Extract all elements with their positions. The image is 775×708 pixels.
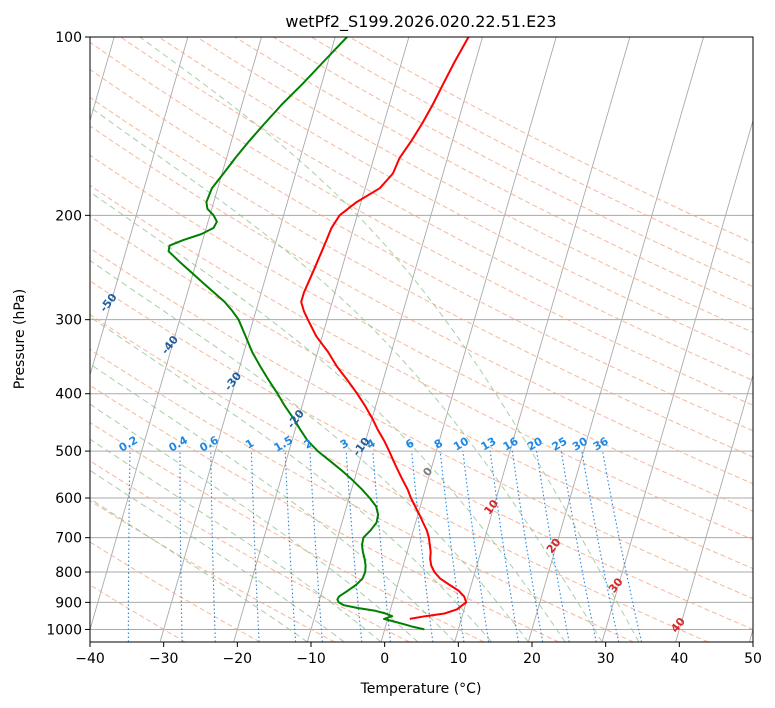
isotherm-line bbox=[601, 118, 753, 642]
mixing-ratio-label: 2 bbox=[302, 437, 315, 452]
y-tick-label: 1000 bbox=[46, 622, 82, 638]
dry-adiabat-line bbox=[90, 500, 335, 642]
y-tick-label: 800 bbox=[55, 565, 82, 581]
dry-adiabat-line bbox=[90, 384, 559, 642]
isotherm-line bbox=[675, 373, 753, 642]
line-labels: 0.10.20.40.611.52346810131620253036-100-… bbox=[37, 246, 688, 635]
mixing-ratio-line bbox=[210, 451, 216, 642]
x-tick-label: 50 bbox=[744, 651, 762, 667]
moist-adiabat-line bbox=[90, 191, 566, 642]
dry-adiabat-label: -50 bbox=[97, 291, 120, 315]
isotherm-line bbox=[527, 37, 704, 642]
mixing-ratio-line bbox=[439, 451, 465, 642]
mixing-ratio-line bbox=[560, 451, 597, 642]
plot-area bbox=[90, 37, 753, 642]
y-tick-label: 300 bbox=[55, 313, 82, 329]
dry-adiabat-line bbox=[90, 584, 186, 642]
dry-adiabat-label: -30 bbox=[222, 369, 245, 393]
x-tick-label: −30 bbox=[149, 651, 179, 667]
mixing-ratio-label: 3 bbox=[338, 437, 351, 452]
x-tick-label: 0 bbox=[380, 651, 389, 667]
dry-adiabat-line bbox=[90, 421, 485, 642]
mixing-ratio-line bbox=[601, 450, 643, 642]
mixing-ratio-line bbox=[309, 451, 323, 642]
sounding-lines bbox=[167, 37, 470, 631]
y-axis: 100 200 300 400 500 600 700 800 900 1000 bbox=[46, 30, 90, 638]
y-tick-label: 600 bbox=[55, 491, 82, 507]
moist-adiabat-line bbox=[90, 469, 345, 642]
dry-adiabat-line bbox=[90, 247, 753, 600]
isotherm-line bbox=[380, 37, 557, 642]
moist-adiabat-line bbox=[90, 259, 529, 642]
isotherm-line bbox=[90, 37, 262, 632]
dry-adiabat-line bbox=[90, 215, 753, 570]
mixing-ratio-line bbox=[489, 451, 520, 642]
moist-adiabat-line bbox=[90, 438, 382, 642]
dry-adiabat-line bbox=[90, 68, 753, 432]
dry-adiabat-label: -40 bbox=[159, 333, 182, 357]
mixing-ratio-line bbox=[179, 451, 183, 642]
mixing-ratio-line bbox=[372, 451, 392, 642]
moist-adiabat-line bbox=[90, 403, 419, 642]
mixing-ratio-line bbox=[462, 451, 490, 642]
y-tick-label: 400 bbox=[55, 387, 82, 403]
dry-adiabat-line bbox=[90, 184, 753, 541]
x-axis-label: Temperature (°C) bbox=[360, 681, 482, 697]
dry-adiabat-label: 0 bbox=[420, 464, 435, 478]
dry-adiabat-line bbox=[234, 37, 753, 310]
plot-frame bbox=[89, 36, 754, 643]
mixing-ratio-line bbox=[345, 451, 363, 642]
mixing-ratio-line bbox=[511, 451, 544, 642]
x-tick-label: 10 bbox=[449, 651, 467, 667]
y-tick-label: 700 bbox=[55, 531, 82, 547]
dry-adiabat-line bbox=[349, 37, 753, 244]
temperature-line bbox=[300, 37, 470, 620]
moist-adiabat-line bbox=[90, 498, 308, 642]
dry-adiabat-line bbox=[90, 96, 753, 458]
dry-adiabat-line bbox=[90, 348, 634, 642]
x-axis: −40 −30 −20 −10 0 10 20 30 40 50 bbox=[75, 642, 762, 667]
moist-adiabat-line bbox=[90, 363, 456, 642]
chart-title: wetPf2_S199.2026.020.22.51.E23 bbox=[285, 12, 556, 32]
dry-adiabat-line bbox=[90, 314, 709, 642]
dewpoint-line bbox=[167, 37, 425, 631]
dry-adiabat-line bbox=[310, 37, 753, 265]
x-tick-label: 40 bbox=[670, 651, 688, 667]
dry-adiabat-line bbox=[90, 541, 261, 642]
y-tick-label: 500 bbox=[55, 444, 82, 460]
mixing-ratio-line bbox=[581, 451, 620, 642]
isotherm-line bbox=[454, 37, 631, 642]
dry-adiabat-line bbox=[90, 41, 753, 406]
mixing-ratio-label: 0.1 bbox=[70, 434, 93, 455]
x-tick-label: −40 bbox=[75, 651, 105, 667]
x-tick-label: 30 bbox=[597, 651, 615, 667]
dry-adiabat-line bbox=[158, 37, 753, 357]
dry-adiabat-line bbox=[196, 37, 753, 334]
mixing-ratio-label: 1 bbox=[243, 437, 256, 452]
x-tick-label: −20 bbox=[223, 651, 253, 667]
mixing-ratio-line bbox=[411, 451, 434, 642]
y-tick-label: 100 bbox=[55, 30, 82, 46]
isotherm-line bbox=[90, 37, 189, 377]
y-tick-label: 900 bbox=[55, 595, 82, 611]
y-axis-label: Pressure (hPa) bbox=[12, 289, 28, 389]
moist-adiabat-line bbox=[90, 106, 603, 642]
moist-adiabat-line bbox=[139, 37, 640, 642]
x-tick-label: −10 bbox=[296, 651, 326, 667]
dry-adiabat-line bbox=[90, 280, 753, 630]
dry-adiabat-line bbox=[90, 460, 410, 642]
mixing-ratio-line bbox=[127, 451, 131, 642]
x-tick-label: 20 bbox=[523, 651, 541, 667]
dry-adiabat-line bbox=[272, 37, 753, 288]
mixing-ratio-line bbox=[284, 451, 297, 642]
dry-adiabat-label: -60 bbox=[37, 246, 60, 270]
moist-adiabat-line bbox=[90, 316, 492, 642]
y-tick-label: 200 bbox=[55, 208, 82, 224]
isotherm-line bbox=[233, 37, 410, 642]
dry-adiabat-label: 30 bbox=[606, 575, 626, 595]
isotherm-line bbox=[306, 37, 483, 642]
